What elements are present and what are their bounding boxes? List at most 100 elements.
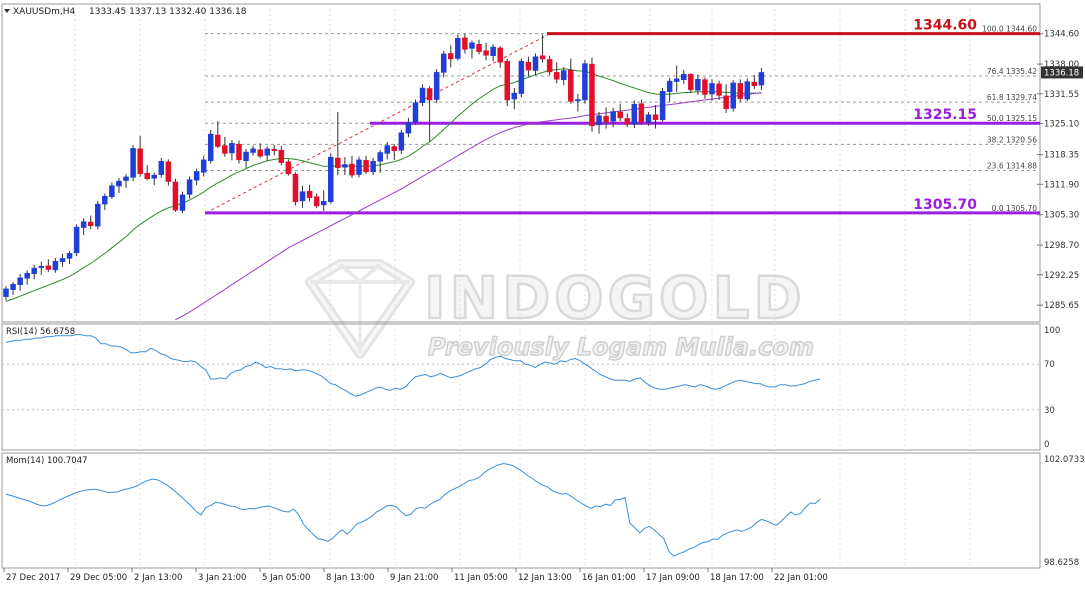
candle-body[interactable] <box>652 114 659 121</box>
candle-body[interactable] <box>511 92 518 100</box>
dropdown-arrow-icon[interactable] <box>4 9 10 13</box>
candle-body[interactable] <box>370 160 376 173</box>
candle-body[interactable] <box>546 59 553 73</box>
candle-body[interactable] <box>384 145 390 154</box>
candle-body[interactable] <box>349 163 355 176</box>
candle-body[interactable] <box>137 148 143 174</box>
candle-body[interactable] <box>560 70 567 80</box>
price-pane[interactable] <box>1 3 1041 323</box>
candle-body[interactable] <box>744 81 751 100</box>
candle-body[interactable] <box>723 95 729 109</box>
candle-body[interactable] <box>215 134 221 147</box>
candle-body[interactable] <box>313 196 320 207</box>
candle-body[interactable] <box>433 72 440 100</box>
candle-body[interactable] <box>596 115 602 126</box>
candle-body[interactable] <box>10 283 16 291</box>
candle-body[interactable] <box>758 72 765 86</box>
candle-body[interactable] <box>377 152 383 162</box>
candle-body[interactable] <box>3 288 9 297</box>
rsi-pane[interactable] <box>1 323 1041 451</box>
candle-body[interactable] <box>539 55 546 60</box>
candle-body[interactable] <box>553 72 560 80</box>
candle-body[interactable] <box>659 90 666 121</box>
candle-body[interactable] <box>292 173 299 203</box>
candle-body[interactable] <box>440 53 447 73</box>
candle-body[interactable] <box>412 102 419 123</box>
candle-body[interactable] <box>285 161 292 174</box>
candle-body[interactable] <box>363 160 369 173</box>
candle-body[interactable] <box>532 56 539 71</box>
candle-body[interactable] <box>52 260 59 271</box>
candle-body[interactable] <box>200 159 207 173</box>
candle-body[interactable] <box>243 151 249 162</box>
candle-body[interactable] <box>398 132 405 151</box>
candle-body[interactable] <box>229 143 235 154</box>
candle-body[interactable] <box>610 111 616 122</box>
candle-body[interactable] <box>504 61 511 101</box>
candle-body[interactable] <box>130 148 136 178</box>
candle-body[interactable] <box>24 272 30 279</box>
candle-body[interactable] <box>151 174 158 179</box>
candle-body[interactable] <box>45 265 52 270</box>
candle-body[interactable] <box>335 157 341 168</box>
candle-body[interactable] <box>462 37 468 50</box>
candle-body[interactable] <box>144 172 150 180</box>
candle-body[interactable] <box>589 63 595 127</box>
candle-body[interactable] <box>17 277 23 285</box>
candle-body[interactable] <box>222 145 228 154</box>
candle-body[interactable] <box>709 83 715 95</box>
candle-body[interactable] <box>617 111 623 119</box>
candle-body[interactable] <box>158 160 165 175</box>
candle-body[interactable] <box>673 78 680 82</box>
candle-body[interactable] <box>328 156 334 203</box>
candle-body[interactable] <box>193 171 200 181</box>
candle-body[interactable] <box>73 226 80 254</box>
candle-body[interactable] <box>426 88 433 101</box>
candle-body[interactable] <box>525 61 532 71</box>
candle-body[interactable] <box>483 50 489 56</box>
candle-body[interactable] <box>476 44 482 52</box>
candle-body[interactable] <box>688 73 694 91</box>
candle-body[interactable] <box>356 159 362 175</box>
candle-body[interactable] <box>631 103 638 125</box>
candle-body[interactable] <box>66 253 73 259</box>
candle-body[interactable] <box>568 69 574 102</box>
candle-body[interactable] <box>419 87 426 104</box>
candle-body[interactable] <box>702 79 708 95</box>
candle-body[interactable] <box>186 179 193 195</box>
candle-body[interactable] <box>645 114 652 123</box>
candle-body[interactable] <box>250 148 256 153</box>
candle-body[interactable] <box>448 53 454 60</box>
candle-body[interactable] <box>299 191 306 202</box>
candle-body[interactable] <box>716 83 722 96</box>
candle-body[interactable] <box>278 149 285 163</box>
candle-body[interactable] <box>342 164 348 168</box>
candle-body[interactable] <box>80 221 87 228</box>
candle-body[interactable] <box>165 161 172 182</box>
candle-body[interactable] <box>575 99 581 102</box>
candle-body[interactable] <box>497 47 503 63</box>
candle-body[interactable] <box>469 42 475 49</box>
candle-body[interactable] <box>490 46 496 57</box>
candle-body[interactable] <box>264 148 270 156</box>
candle-body[interactable] <box>730 82 736 109</box>
candle-body[interactable] <box>737 83 743 99</box>
candle-body[interactable] <box>624 118 631 125</box>
candle-body[interactable] <box>123 176 129 181</box>
candle-body[interactable] <box>405 122 412 134</box>
candle-body[interactable] <box>102 196 108 205</box>
candle-body[interactable] <box>95 203 101 227</box>
candle-body[interactable] <box>603 115 609 122</box>
candle-body[interactable] <box>681 73 687 80</box>
candle-body[interactable] <box>271 149 278 151</box>
candle-body[interactable] <box>87 221 94 226</box>
candle-body[interactable] <box>455 38 461 59</box>
candle-body[interactable] <box>179 194 186 211</box>
candle-body[interactable] <box>306 190 313 198</box>
candle-body[interactable] <box>751 81 758 86</box>
candle-body[interactable] <box>236 143 242 161</box>
candle-body[interactable] <box>518 61 525 94</box>
candle-body[interactable] <box>59 258 66 262</box>
candle-body[interactable] <box>638 103 645 123</box>
